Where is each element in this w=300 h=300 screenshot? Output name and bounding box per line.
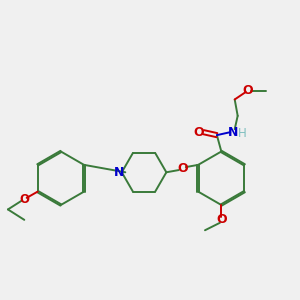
Text: O: O <box>243 84 254 97</box>
Text: O: O <box>216 213 226 226</box>
Text: N: N <box>114 166 124 179</box>
Text: O: O <box>194 126 204 139</box>
Text: H: H <box>238 127 247 140</box>
Text: O: O <box>177 162 188 175</box>
Text: N: N <box>228 126 238 139</box>
Text: O: O <box>19 193 29 206</box>
